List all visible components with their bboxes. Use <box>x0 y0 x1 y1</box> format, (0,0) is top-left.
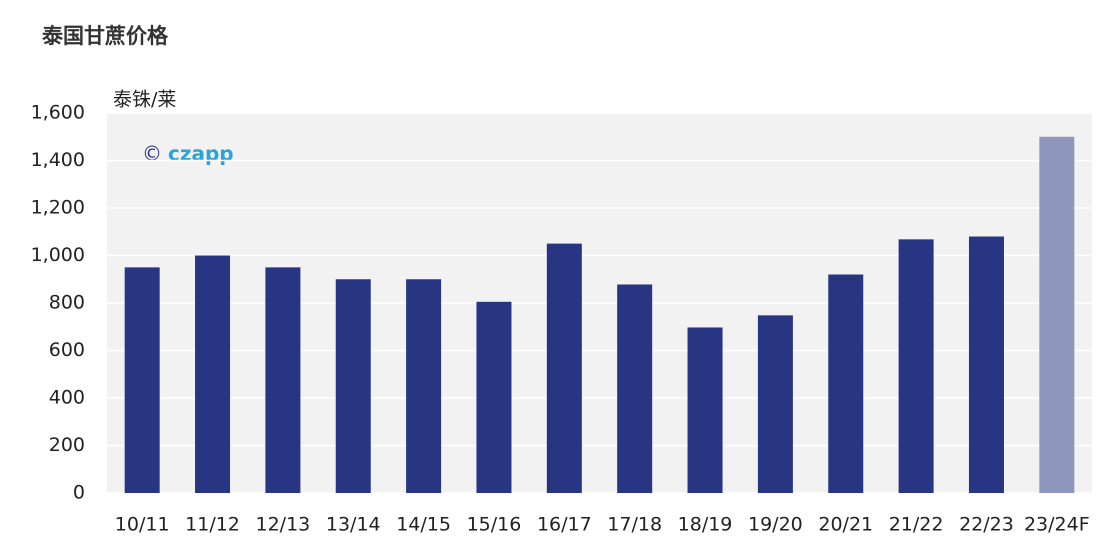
y-tick-label: 1,600 <box>31 102 85 124</box>
x-tick-label: 19/20 <box>748 514 803 536</box>
x-tick-label: 22/23 <box>959 514 1014 536</box>
y-tick-label: 1,400 <box>31 149 85 171</box>
y-tick-label: 600 <box>49 339 85 361</box>
x-tick-label: 14/15 <box>396 514 451 536</box>
x-tick-label: 12/13 <box>256 514 311 536</box>
x-tick-label: 15/16 <box>467 514 522 536</box>
bar <box>828 274 864 493</box>
watermark-brand: czapp <box>168 142 234 166</box>
bar <box>968 236 1004 493</box>
y-tick-label: 0 <box>73 482 85 504</box>
bar <box>757 315 793 493</box>
y-tick-label: 1,200 <box>31 197 85 219</box>
bar <box>687 327 723 493</box>
x-tick-label: 11/12 <box>185 514 240 536</box>
y-tick-label: 1,000 <box>31 244 85 266</box>
bar <box>195 255 231 493</box>
y-axis-label: 泰铢/莱 <box>113 89 176 111</box>
bar <box>1039 136 1075 493</box>
x-tick-label: 18/19 <box>678 514 733 536</box>
bar <box>898 239 934 493</box>
y-tick-label: 800 <box>49 292 85 314</box>
bar <box>406 279 442 493</box>
bar <box>546 243 582 493</box>
bar <box>265 267 301 493</box>
chart-title: 泰国甘蔗价格 <box>41 24 169 48</box>
bar <box>335 279 371 493</box>
x-tick-label: 20/21 <box>818 514 873 536</box>
bar <box>124 267 160 493</box>
bar <box>617 284 653 493</box>
x-tick-label: 23/24F <box>1024 514 1090 536</box>
x-tick-label: 13/14 <box>326 514 381 536</box>
x-tick-label: 21/22 <box>889 514 944 536</box>
y-tick-label: 200 <box>49 434 85 456</box>
bar <box>476 301 512 493</box>
x-tick-label: 17/18 <box>607 514 662 536</box>
watermark-symbol: © <box>142 142 162 166</box>
x-tick-label: 16/17 <box>537 514 592 536</box>
y-tick-label: 400 <box>49 387 85 409</box>
x-tick-label: 10/11 <box>115 514 170 536</box>
